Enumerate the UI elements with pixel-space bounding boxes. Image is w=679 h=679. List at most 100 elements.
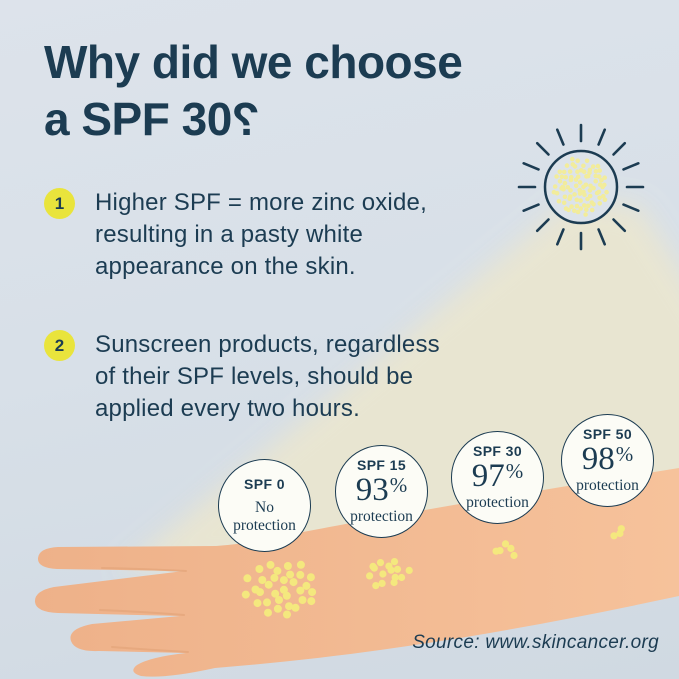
zinc-oxide-dot <box>258 576 267 584</box>
sun-dot <box>570 162 576 167</box>
sun-ray-icon <box>612 218 627 233</box>
zinc-oxide-dot <box>270 573 279 582</box>
sun-dot <box>578 206 583 211</box>
sun-dot <box>585 196 590 202</box>
zinc-oxide-dot <box>510 551 518 560</box>
sun-ray-icon <box>597 128 607 146</box>
sun-ray-icon <box>535 141 550 156</box>
sun-dot <box>602 182 607 188</box>
zinc-oxide-dot <box>376 559 385 567</box>
zinc-oxide-dot <box>286 570 295 579</box>
sun-dot <box>572 192 577 197</box>
zinc-oxide-dot <box>296 560 305 569</box>
zinc-oxide-dot <box>273 566 282 575</box>
sun-dot <box>557 169 563 175</box>
sun-dot <box>559 174 565 179</box>
sun-dot <box>582 203 587 208</box>
title-line2-text: a SPF 30 <box>44 93 232 146</box>
point-1-number-badge: 1 <box>44 188 75 219</box>
zinc-oxide-dot <box>306 573 315 582</box>
sun-dot <box>583 212 588 217</box>
sun-dot <box>574 203 580 209</box>
zinc-oxide-dot <box>390 578 398 587</box>
zinc-oxide-dot <box>507 544 515 553</box>
finger-crease <box>101 567 187 572</box>
sun-dot <box>586 203 591 209</box>
zinc-oxide-dot <box>264 580 273 589</box>
zinc-oxide-dot <box>253 599 262 608</box>
sun-dot <box>593 173 598 179</box>
sun-dot <box>562 194 568 200</box>
zinc-oxide-dot <box>501 540 510 548</box>
sun-dot <box>551 189 557 195</box>
sun-dot <box>604 189 609 195</box>
sun-dot <box>575 174 581 179</box>
sun-ray-icon <box>522 162 540 171</box>
point-1-text: Higher SPF = more zinc oxide, resulting … <box>95 189 427 280</box>
zinc-oxide-dot <box>298 596 307 604</box>
zinc-oxide-dot <box>296 586 305 595</box>
sun-ray-icon <box>555 128 565 146</box>
sun-ray-icon <box>535 218 550 233</box>
page-title: Why did we choose a SPF 30? <box>44 34 463 148</box>
zinc-oxide-dot <box>291 603 300 612</box>
sun-ray-icon <box>522 203 540 212</box>
sun-dot <box>565 185 571 190</box>
spf-50-circle: SPF 50 98% protection <box>561 414 654 507</box>
sun-dot <box>569 174 574 180</box>
sun-dot <box>584 207 589 212</box>
zinc-oxide-dot <box>610 532 618 540</box>
spf-15-percent-sign: % <box>389 472 408 497</box>
zinc-oxide-dot <box>369 562 377 571</box>
sun-dot <box>567 169 573 174</box>
sun-dot <box>557 179 563 184</box>
sun-dot <box>602 197 608 203</box>
zinc-oxide-dot <box>264 608 272 617</box>
sun-dot <box>589 207 595 213</box>
zinc-oxide-dot <box>251 585 260 594</box>
zinc-oxide-dot <box>617 525 625 533</box>
sun-dot <box>561 200 567 206</box>
spf-15-protection: protection <box>350 508 413 526</box>
sun-dot <box>572 208 577 214</box>
zinc-oxide-dot <box>296 570 305 579</box>
sun-rays-icon <box>517 123 645 251</box>
sun-dot <box>591 202 596 207</box>
sun-dot <box>583 182 589 188</box>
sun-dot <box>587 193 593 199</box>
spf-30-protection: protection <box>466 494 529 512</box>
arm-shape <box>34 468 679 677</box>
sun-dot <box>562 180 568 186</box>
arm-illustration <box>34 468 679 677</box>
zinc-oxide-dot <box>405 566 413 575</box>
spf-0-label: SPF 0 <box>244 476 285 493</box>
spf-50-percent-value: 98 <box>581 440 615 477</box>
spf-30-percent-sign: % <box>505 458 524 483</box>
title-line1: Why did we choose <box>44 36 463 88</box>
sun-dot <box>566 207 571 213</box>
sun-dot <box>563 175 568 180</box>
zinc-oxide-dot <box>241 590 250 599</box>
point-2: 2 Sunscreen products, regardless of thei… <box>44 329 440 425</box>
sun-dot <box>582 192 587 198</box>
spf-50-percent: 98% <box>581 440 634 478</box>
sun-dot <box>584 158 590 164</box>
sun-dot <box>570 156 575 162</box>
zinc-oxide-dot <box>275 596 283 604</box>
sun-dot <box>591 185 596 191</box>
zinc-oxide-dot <box>279 585 288 594</box>
sun-dot <box>597 168 602 173</box>
sun-dot <box>581 163 586 169</box>
sun-dot <box>575 209 581 215</box>
spf-30-percent-value: 97 <box>471 457 505 494</box>
point-1: 1 Higher SPF = more zinc oxide, resultin… <box>44 187 427 283</box>
sun-dot <box>574 197 579 203</box>
zinc-oxide-dot <box>366 572 374 580</box>
sun-dot <box>575 169 580 174</box>
sun-dot <box>577 187 582 193</box>
source-attribution: Source: www.skincancer.org <box>412 632 659 653</box>
zinc-oxide-dot <box>378 579 386 588</box>
sun-zinc-dots <box>551 156 609 217</box>
sun-dot <box>575 158 580 163</box>
